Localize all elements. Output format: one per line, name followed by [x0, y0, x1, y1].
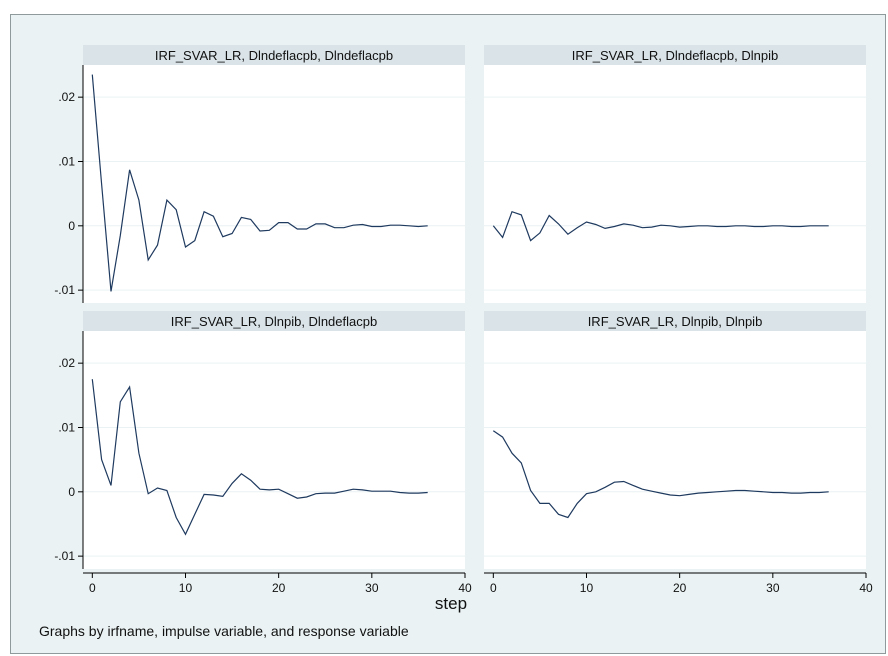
plot-area: [83, 65, 465, 303]
x-axis-col-1: 0 10 20 30 40: [484, 572, 873, 595]
x-axis-col-0: 0 10 20 30 40: [83, 572, 472, 595]
graph-note: Graphs by irfname, impulse variable, and…: [39, 623, 409, 639]
irf-line: [492, 210, 829, 242]
panel-2: IRF_SVAR_LR, Dlnpib, Dlndeflacpb: [83, 311, 465, 569]
y-tick-label: -.01: [54, 283, 75, 297]
x-tick-label: 30: [365, 581, 379, 595]
plot-area: [484, 331, 866, 569]
x-tick-label: 30: [766, 581, 780, 595]
panel-title: IRF_SVAR_LR, Dlndeflacpb, Dlnpib: [572, 48, 778, 63]
axes-layer: -.01 0 .01 .02 -.01 0 .01 .02 0 10 20 30 40 0 10 20 30 40: [54, 65, 873, 595]
x-tick-label: 10: [179, 581, 193, 595]
y-tick-label: 0: [68, 485, 75, 499]
panel-title-bar: [83, 45, 465, 65]
panel-title-bar: [484, 311, 866, 331]
panels-layer: IRF_SVAR_LR, Dlndeflacpb, Dlndeflacpb IRF…: [83, 45, 866, 569]
panel-title: IRF_SVAR_LR, Dlnpib, Dlnpib: [588, 314, 763, 329]
panel-title: IRF_SVAR_LR, Dlnpib, Dlndeflacpb: [171, 314, 377, 329]
x-tick-label: 20: [272, 581, 286, 595]
x-tick-label: 0: [490, 581, 497, 595]
x-tick-label: 40: [859, 581, 873, 595]
panel-1: IRF_SVAR_LR, Dlndeflacpb, Dlnpib: [484, 45, 866, 303]
y-axis-row-0: -.01 0 .01 .02: [54, 65, 84, 303]
plot-area: [83, 331, 465, 569]
y-tick-label: -.01: [54, 549, 75, 563]
y-tick-label: .02: [58, 90, 75, 104]
x-tick-label: 20: [673, 581, 687, 595]
panel-0: IRF_SVAR_LR, Dlndeflacpb, Dlndeflacpb: [83, 45, 465, 303]
panel-title-bar: [484, 45, 866, 65]
x-tick-label: 40: [458, 581, 472, 595]
panel-3: IRF_SVAR_LR, Dlnpib, Dlnpib: [484, 311, 866, 569]
irf-line: [91, 74, 428, 292]
irf-line: [492, 430, 829, 519]
y-axis-row-1: -.01 0 .01 .02: [54, 331, 84, 569]
irf-line: [91, 379, 428, 536]
graph-frame: IRF_SVAR_LR, Dlndeflacpb, Dlndeflacpb IRF…: [10, 14, 886, 654]
x-tick-label: 10: [580, 581, 594, 595]
y-tick-label: .01: [58, 154, 75, 168]
y-tick-label: 0: [68, 219, 75, 233]
panel-title-bar: [83, 311, 465, 331]
irf-chart: IRF_SVAR_LR, Dlndeflacpb, Dlndeflacpb IRF…: [39, 45, 873, 639]
panel-title: IRF_SVAR_LR, Dlndeflacpb, Dlndeflacpb: [155, 48, 393, 63]
y-tick-label: .01: [58, 420, 75, 434]
x-tick-label: 0: [89, 581, 96, 595]
plot-area: [484, 65, 866, 303]
x-axis-title: step: [435, 594, 467, 613]
y-tick-label: .02: [58, 356, 75, 370]
